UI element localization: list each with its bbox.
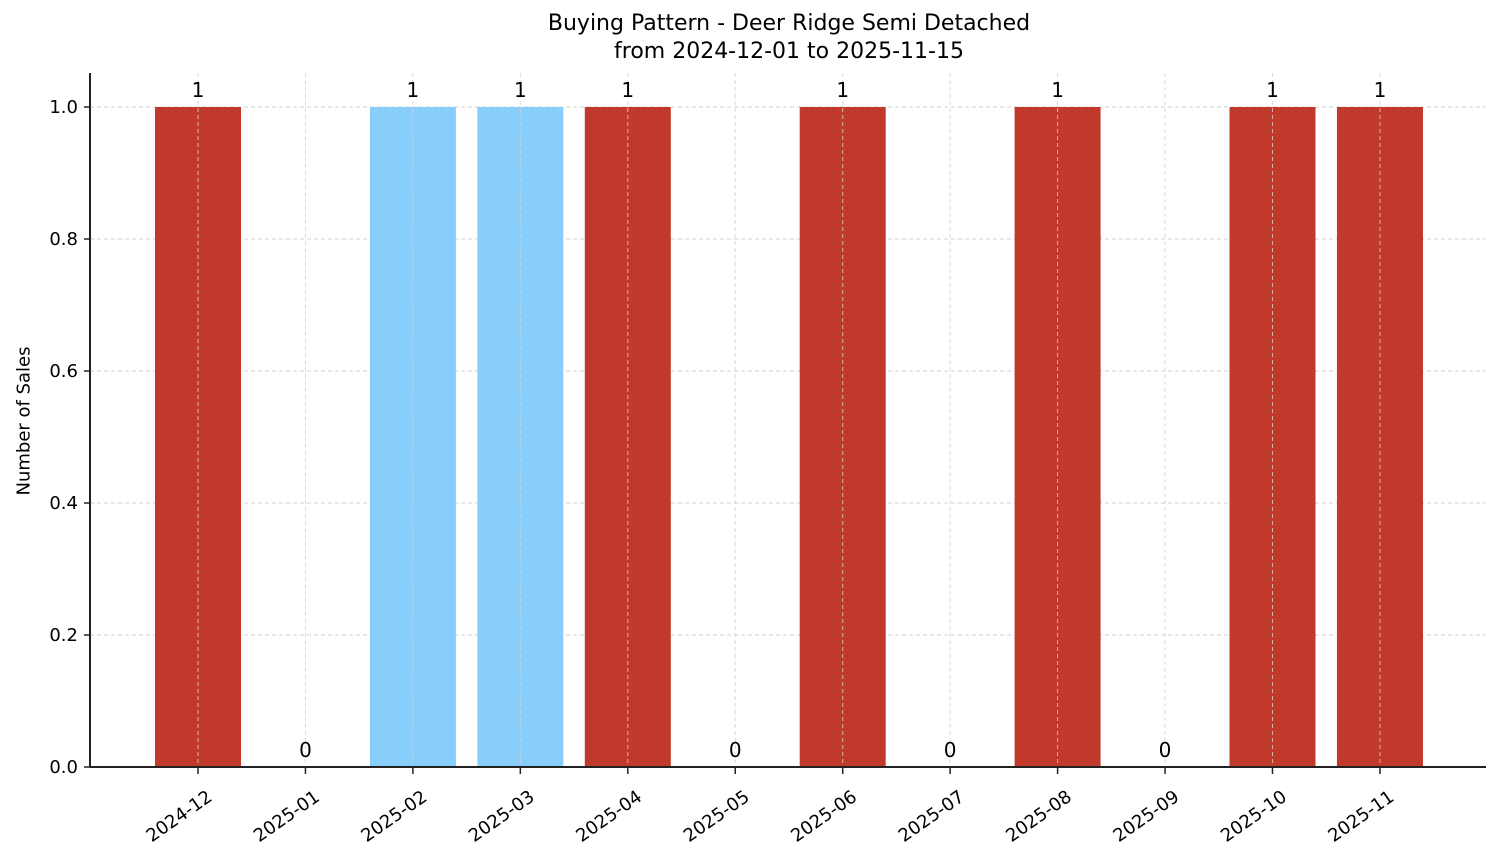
data-labels: 1 0 1 1 1 0 1 0 1 0 1 1 <box>192 78 1387 762</box>
x-tick-label: 2025-06 <box>787 786 861 846</box>
x-tick-label: 2025-07 <box>895 786 969 846</box>
bar-value-label: 1 <box>1374 78 1387 102</box>
bars <box>155 107 1423 767</box>
x-tick-label: 2025-10 <box>1217 786 1291 846</box>
bar-value-label: 1 <box>1266 78 1279 102</box>
bar-value-label: 1 <box>514 78 527 102</box>
chart-subtitle: from 2024-12-01 to 2025-11-15 <box>614 39 964 64</box>
y-tick-label: 0.2 <box>49 625 78 646</box>
bar-value-label: 0 <box>299 738 312 762</box>
x-tick-label: 2025-05 <box>680 786 754 846</box>
bar-value-label: 0 <box>729 738 742 762</box>
x-tick-label: 2025-11 <box>1324 786 1398 846</box>
bar-value-label: 1 <box>836 78 849 102</box>
x-tick-label: 2025-02 <box>357 786 431 846</box>
bar-value-label: 1 <box>407 78 420 102</box>
bar-value-label: 1 <box>621 78 634 102</box>
vertical-gridlines <box>197 73 1381 767</box>
bar-value-label: 1 <box>192 78 205 102</box>
x-tick-label: 2025-09 <box>1110 786 1184 846</box>
bar-value-label: 0 <box>944 738 957 762</box>
bar-value-label: 1 <box>1051 78 1064 102</box>
y-tick-label: 0.8 <box>49 229 78 250</box>
y-tick-label: 0.6 <box>49 361 78 382</box>
x-tick-label: 2025-04 <box>572 786 646 846</box>
x-tick-label: 2025-01 <box>250 786 324 846</box>
y-tick-label: 0.0 <box>49 757 78 778</box>
x-tick-label: 2025-03 <box>465 786 539 846</box>
x-tick-label: 2025-08 <box>1002 786 1076 846</box>
y-tick-label: 1.0 <box>49 97 78 118</box>
y-tick-label: 0.4 <box>49 493 78 514</box>
bar-value-label: 0 <box>1159 738 1172 762</box>
x-tick-label: 2024-12 <box>143 786 217 846</box>
chart-title: Buying Pattern - Deer Ridge Semi Detache… <box>547 11 1031 36</box>
